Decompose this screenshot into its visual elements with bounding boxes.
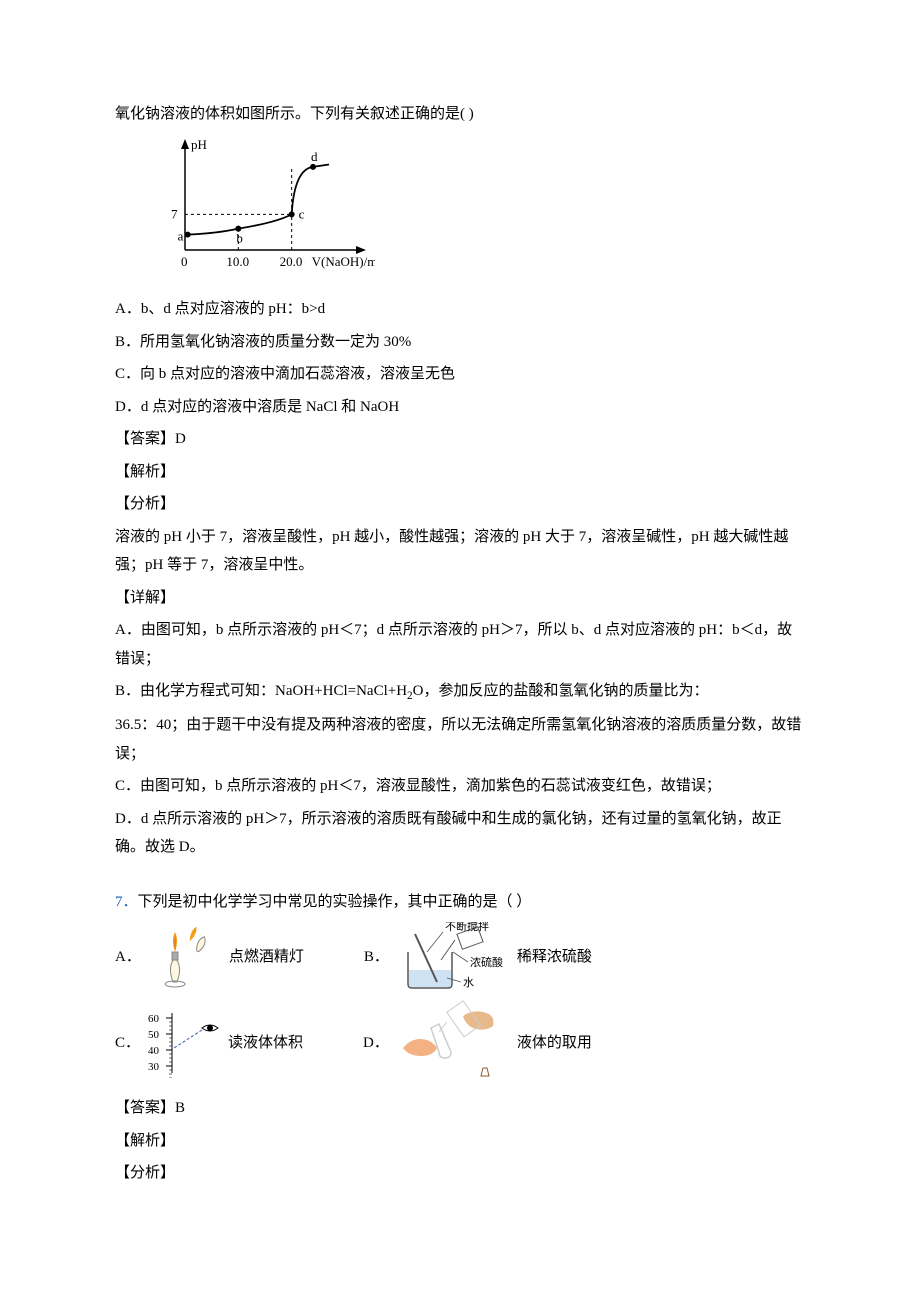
svg-text:d: d [311, 148, 318, 163]
q6-graph: pH 7a b c d 0 10.0 20.0 V(NaOH)/mL [145, 135, 805, 286]
svg-text:30: 30 [148, 1061, 160, 1073]
q6-xj-b1: B．由化学方程式可知：NaOH+HCl=NaCl+H2O，参加反应的盐酸和氢氧化… [115, 677, 805, 707]
opt-b-letter: B． [364, 943, 389, 972]
opt-b-caption: 稀释浓硫酸 [517, 943, 592, 972]
q6-xiangjie-label: 【详解】 [115, 584, 805, 613]
q6-answer: 【答案】D [115, 425, 805, 454]
q6-jiexi: 【解析】 [115, 458, 805, 487]
q6-xj-b1-a: B．由化学方程式可知：NaOH+HCl=NaCl+H [115, 683, 407, 699]
opt-d-image [393, 998, 513, 1088]
q6-opt-a: A．b、d 点对应溶液的 pH：b>d [115, 295, 805, 324]
q7-fenxi: 【分析】 [115, 1159, 805, 1188]
q6-xj-b1-b: O，参加反应的盐酸和氢氧化钠的质量比为： [413, 683, 709, 699]
q7-options-row2: C． 60 50 40 30 读液体体积 D． 液体的取用 [115, 998, 805, 1088]
svg-text:水: 水 [463, 976, 474, 989]
svg-text:V(NaOH)/mL: V(NaOH)/mL [312, 254, 375, 269]
q6-xj-b2: 36.5：40；由于题干中没有提及两种溶液的密度，所以无法确定所需氢氧化钠溶液的… [115, 711, 805, 768]
opt-a-letter: A． [115, 943, 141, 972]
svg-text:7: 7 [171, 206, 178, 221]
opt-a-caption: 点燃酒精灯 [229, 943, 304, 972]
q6-xj-a: A．由图可知，b 点所示溶液的 pH＜7；d 点所示溶液的 pH＞7，所以 b、… [115, 616, 805, 673]
q7-number: 7． [115, 894, 138, 910]
q7-answer: 【答案】B [115, 1094, 805, 1123]
q7-stem-text: 下列是初中化学学习中常见的实验操作，其中正确的是（ ） [138, 894, 532, 910]
svg-text:60: 60 [148, 1013, 160, 1025]
q6-fenxi-label: 【分析】 [115, 490, 805, 519]
svg-text:不断搅拌: 不断搅拌 [445, 922, 489, 933]
opt-c-caption: 读液体体积 [228, 1029, 303, 1058]
opt-b-image: 不断搅拌浓硫酸水 [393, 922, 513, 992]
opt-d-letter: D． [363, 1029, 389, 1058]
opt-c-letter: C． [115, 1029, 140, 1058]
svg-text:10.0: 10.0 [226, 254, 249, 269]
q7-stem: 7．下列是初中化学学习中常见的实验操作，其中正确的是（ ） [115, 888, 805, 917]
svg-text:a: a [178, 228, 184, 243]
svg-text:b: b [236, 230, 243, 245]
q6-xj-c: C．由图可知，b 点所示溶液的 pH＜7，溶液显酸性，滴加紫色的石蕊试液变红色，… [115, 772, 805, 801]
q6-intro: 氧化钠溶液的体积如图所示。下列有关叙述正确的是( ) [115, 100, 805, 129]
svg-text:c: c [299, 206, 305, 221]
q6-opt-d: D．d 点对应的溶液中溶质是 NaCl 和 NaOH [115, 393, 805, 422]
q7-opt-d: D． 液体的取用 [363, 998, 592, 1088]
svg-text:0: 0 [181, 254, 188, 269]
q7-opt-a: A． 点燃酒精灯 [115, 922, 304, 992]
q6-fenxi-text: 溶液的 pH 小于 7，溶液呈酸性，pH 越小，酸性越强；溶液的 pH 大于 7… [115, 523, 805, 580]
opt-a-image [145, 922, 225, 992]
q7-opt-b: B． 不断搅拌浓硫酸水 稀释浓硫酸 [364, 922, 592, 992]
q6-opt-c: C．向 b 点对应的溶液中滴加石蕊溶液，溶液呈无色 [115, 360, 805, 389]
svg-text:50: 50 [148, 1029, 160, 1041]
svg-text:pH: pH [191, 137, 207, 152]
q7-options-row1: A． 点燃酒精灯 B． 不断搅拌浓硫酸水 稀释浓硫酸 [115, 922, 805, 992]
q6-opt-b: B．所用氢氧化钠溶液的质量分数一定为 30% [115, 328, 805, 357]
q7-opt-c: C． 60 50 40 30 读液体体积 [115, 1008, 303, 1078]
q6-xj-d: D．d 点所示溶液的 pH＞7，所示溶液的溶质既有酸碱中和生成的氯化钠，还有过量… [115, 805, 805, 862]
svg-text:20.0: 20.0 [280, 254, 303, 269]
opt-c-image: 60 50 40 30 [144, 1008, 224, 1078]
svg-text:浓硫酸: 浓硫酸 [470, 955, 503, 969]
opt-d-caption: 液体的取用 [517, 1029, 592, 1058]
svg-text:40: 40 [148, 1045, 160, 1057]
q7-jiexi: 【解析】 [115, 1127, 805, 1156]
